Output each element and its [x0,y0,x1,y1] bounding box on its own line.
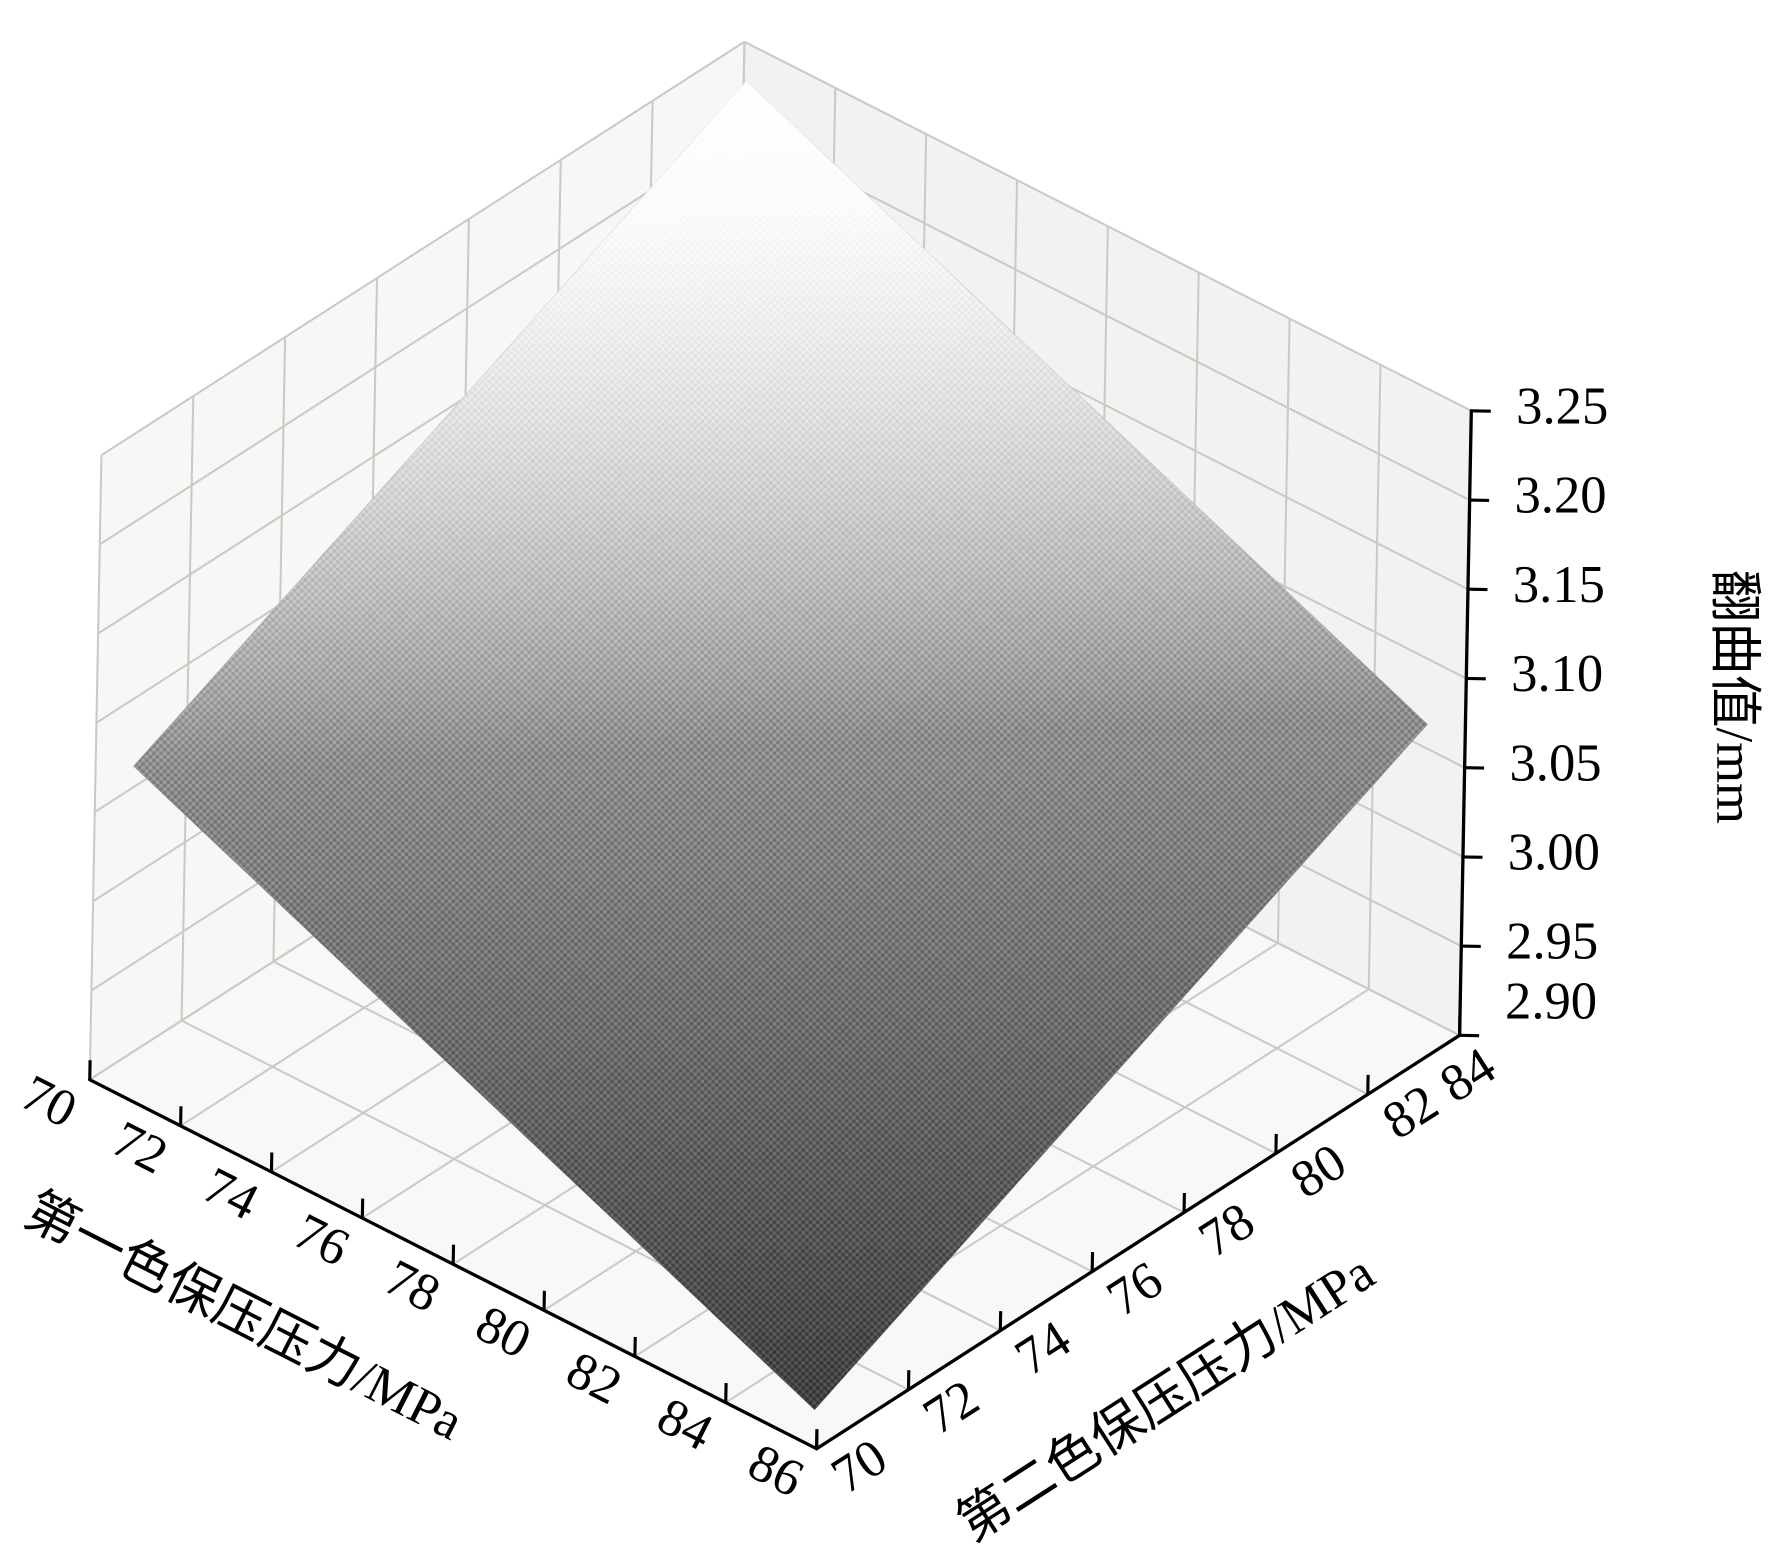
svg-text:翻曲值/mm: 翻曲值/mm [1705,570,1763,824]
svg-text:3.20: 3.20 [1514,467,1606,525]
svg-text:3.25: 3.25 [1516,377,1608,435]
svg-text:2.90: 2.90 [1505,973,1597,1031]
svg-text:3.05: 3.05 [1509,734,1601,792]
svg-text:2.95: 2.95 [1506,913,1598,971]
svg-text:3.15: 3.15 [1513,556,1605,614]
svg-text:3.00: 3.00 [1508,823,1600,881]
svg-text:3.10: 3.10 [1511,645,1603,703]
